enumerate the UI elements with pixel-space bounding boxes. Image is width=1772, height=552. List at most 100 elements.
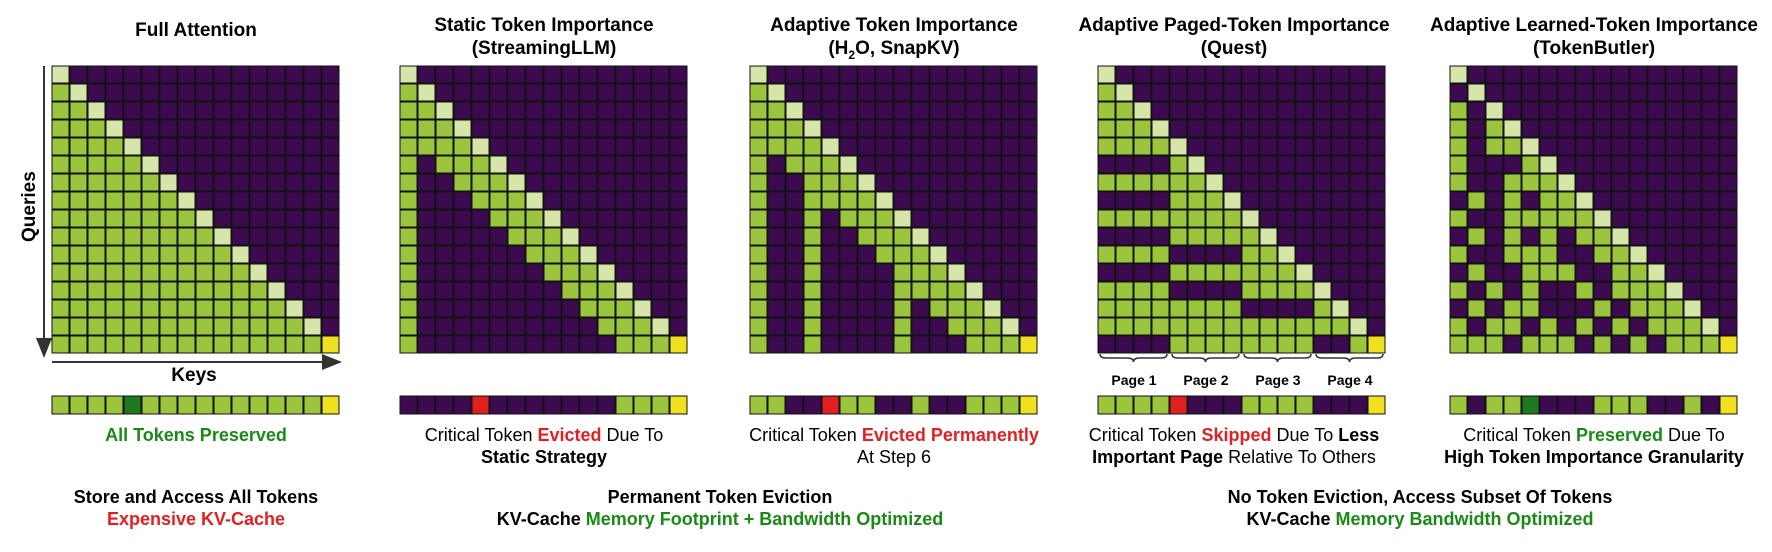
attention-cell <box>1331 173 1350 192</box>
attention-cell <box>1331 137 1350 156</box>
attention-cell <box>1205 137 1224 156</box>
attention-cell <box>1277 245 1296 264</box>
attention-cell <box>69 227 88 246</box>
attention-cell <box>195 137 214 156</box>
attention-cell <box>213 137 232 156</box>
attention-cell <box>435 299 454 318</box>
attention-cell <box>1719 173 1738 192</box>
attention-cell <box>1205 335 1224 354</box>
attention-cell <box>285 209 304 228</box>
attention-cell <box>1019 83 1038 102</box>
attention-cell <box>489 281 508 300</box>
attention-cell <box>87 101 106 120</box>
attention-cell <box>1367 191 1386 210</box>
attention-cell <box>1629 335 1648 354</box>
attention-cell <box>399 317 418 336</box>
attention-cell <box>51 317 70 336</box>
attention-cell <box>507 101 526 120</box>
attention-cell <box>1295 101 1314 120</box>
attention-cell <box>785 137 804 156</box>
attention-cell <box>1169 227 1188 246</box>
attention-cell <box>195 83 214 102</box>
attention-cell <box>51 65 70 84</box>
attention-cell <box>1467 227 1486 246</box>
attention-cell <box>51 281 70 300</box>
page-brace <box>1099 353 1168 363</box>
attention-cell <box>1719 317 1738 336</box>
attention-cell <box>929 281 948 300</box>
subtitle-part: O, SnapKV) <box>855 38 960 59</box>
attention-cell <box>579 101 598 120</box>
attention-cell <box>195 209 214 228</box>
attention-cell <box>785 299 804 318</box>
attention-cell <box>123 173 142 192</box>
attention-cell <box>1665 281 1684 300</box>
attention-cell <box>1647 245 1666 264</box>
footer-highlight: Memory Footprint + Bandwidth Optimized <box>585 509 944 529</box>
attention-cell <box>141 83 160 102</box>
token-cell <box>1331 395 1350 415</box>
panel-2-caption-line2: Static Strategy <box>480 447 608 467</box>
attention-cell <box>1223 173 1242 192</box>
page-2-label: Page 2 <box>1183 372 1229 388</box>
attention-cell <box>159 227 178 246</box>
attention-cell <box>213 83 232 102</box>
attention-cell <box>1521 155 1540 174</box>
attention-cell <box>489 227 508 246</box>
attention-cell <box>615 281 634 300</box>
caption-text: Due To <box>606 425 664 445</box>
attention-cell <box>1169 65 1188 84</box>
attention-cell <box>875 191 894 210</box>
attention-cell <box>1701 83 1720 102</box>
attention-cell <box>1151 155 1170 174</box>
attention-cell <box>947 101 966 120</box>
attention-cell <box>857 299 876 318</box>
attention-cell <box>803 263 822 282</box>
attention-cell <box>249 245 268 264</box>
attention-cell <box>453 173 472 192</box>
attention-cell <box>1647 263 1666 282</box>
attention-cell <box>1133 83 1152 102</box>
attention-cell <box>249 299 268 318</box>
attention-cell <box>785 335 804 354</box>
attention-cell <box>1313 245 1332 264</box>
attention-cell <box>159 263 178 282</box>
attention-cell <box>1629 119 1648 138</box>
attention-cell <box>1241 209 1260 228</box>
attention-cell <box>1133 65 1152 84</box>
attention-cell <box>159 335 178 354</box>
attention-cell <box>875 299 894 318</box>
attention-cell <box>1151 245 1170 264</box>
attention-cell <box>1629 155 1648 174</box>
attention-cell <box>1575 299 1594 318</box>
token-cell <box>1485 395 1504 415</box>
token-cell <box>471 395 490 415</box>
attention-cell <box>399 263 418 282</box>
attention-cell <box>1205 101 1224 120</box>
attention-cell <box>1629 191 1648 210</box>
attention-cell <box>1115 209 1134 228</box>
token-cell <box>597 395 616 415</box>
attention-cell <box>1187 83 1206 102</box>
attention-cell <box>633 281 652 300</box>
attention-cell <box>561 263 580 282</box>
attention-cell <box>1001 101 1020 120</box>
attention-cell <box>1503 83 1522 102</box>
attention-cell <box>321 299 340 318</box>
attention-cell <box>579 191 598 210</box>
attention-cell <box>453 101 472 120</box>
attention-cell <box>123 155 142 174</box>
attention-cell <box>1223 119 1242 138</box>
attention-cell <box>453 65 472 84</box>
attention-cell <box>1259 137 1278 156</box>
attention-cell <box>267 65 286 84</box>
attention-cell <box>1349 65 1368 84</box>
attention-cell <box>803 137 822 156</box>
attention-cell <box>1241 317 1260 336</box>
attention-cell <box>195 299 214 318</box>
token-cell <box>615 395 634 415</box>
attention-cell <box>597 209 616 228</box>
attention-cell <box>285 281 304 300</box>
attention-cell <box>123 227 142 246</box>
attention-cell <box>1665 263 1684 282</box>
